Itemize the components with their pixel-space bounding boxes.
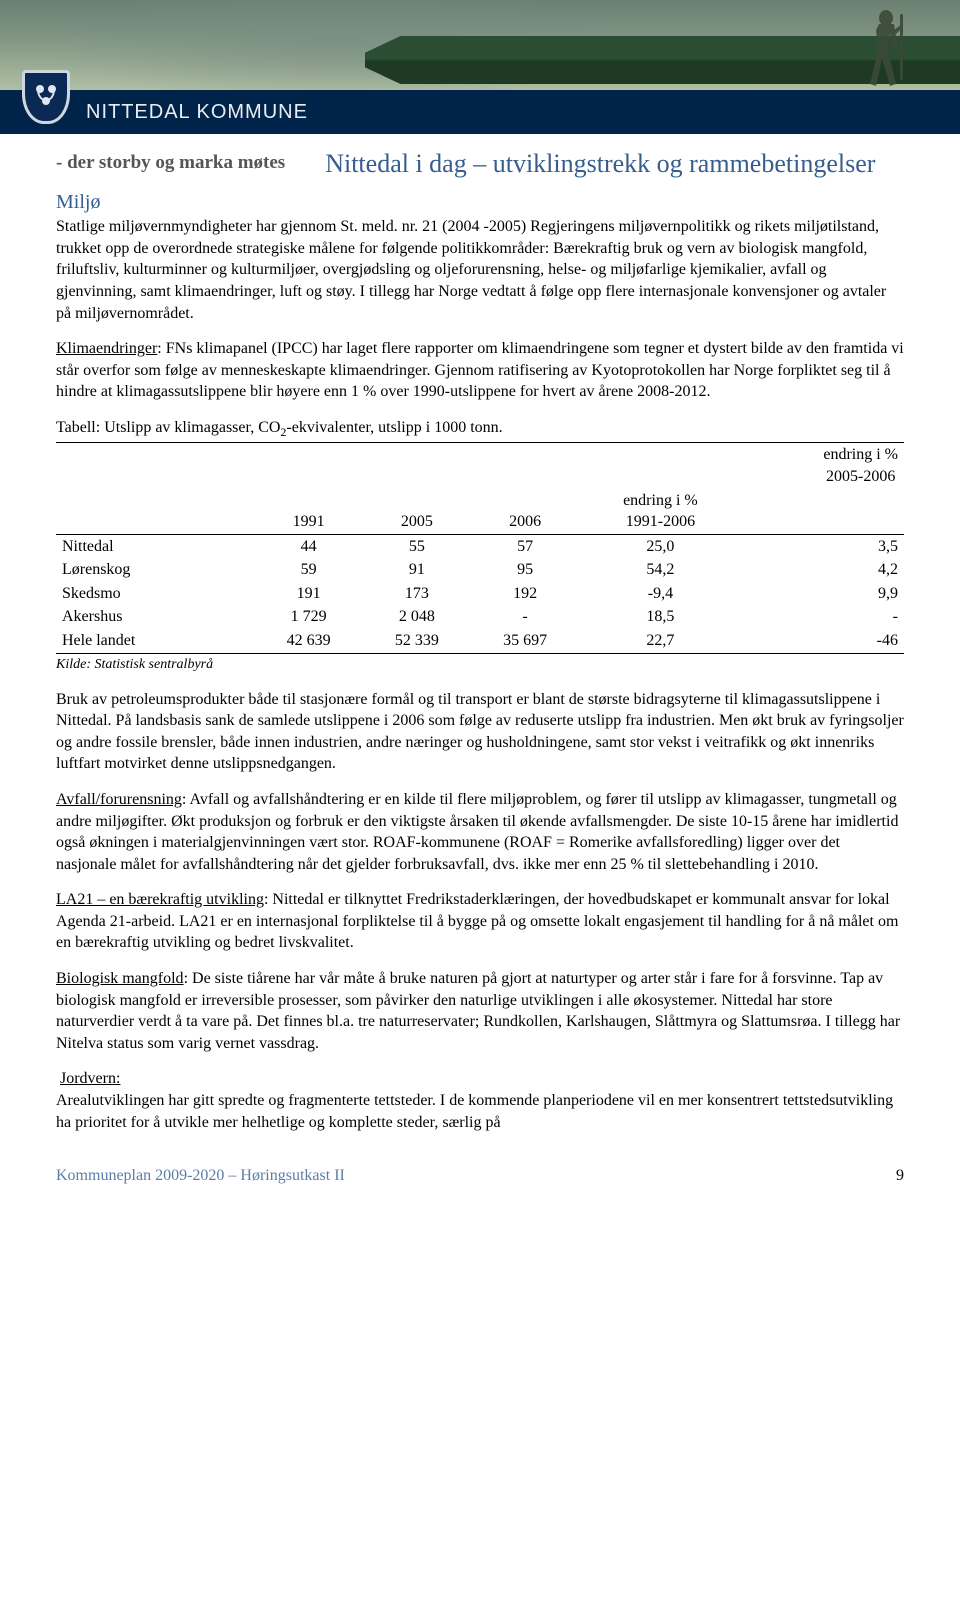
- paragraph-biologisk: Biologisk mangfold: De siste tiårene har…: [56, 968, 904, 1054]
- paragraph-klimaendringer: Klimaendringer: FNs klimapanel (IPCC) ha…: [56, 338, 904, 403]
- text-biologisk: : De siste tiårene har vår måte å bruke …: [56, 970, 900, 1052]
- lead-la21: LA21 – en bærekraftig utvikling: [56, 891, 264, 908]
- banner-hiker-figure: [852, 0, 922, 90]
- footer-doc-title: Kommuneplan 2009-2020 – Høringsutkast II: [56, 1165, 345, 1187]
- paragraph-jordvern: Arealutviklingen har gitt spredte og fra…: [56, 1090, 904, 1133]
- kommune-name: NITTEDAL KOMMUNE: [86, 99, 308, 126]
- lead-biologisk: Biologisk mangfold: [56, 970, 184, 987]
- lead-klimaendringer: Klimaendringer: [56, 340, 157, 357]
- banner-photo: [0, 0, 960, 90]
- table-row: Lørenskog 59 91 95 54,2 4,2: [56, 558, 904, 582]
- emissions-table: endring i % 2005-2006 1991 2005 2006 end…: [56, 442, 904, 653]
- lead-jordvern: Jordvern:: [60, 1070, 120, 1087]
- table-row: Akershus 1 729 2 048 - 18,5 -: [56, 605, 904, 629]
- col-header-change2: endring i % 2005-2006: [742, 443, 904, 489]
- paragraph-avfall: Avfall/forurensning: Avfall og avfallshå…: [56, 789, 904, 875]
- section-heading: Miljø: [56, 189, 904, 216]
- page-footer: Kommuneplan 2009-2020 – Høringsutkast II…: [0, 1147, 960, 1209]
- col-2005: 2005: [363, 489, 471, 535]
- page-content: - der storby og marka møtes Nittedal i d…: [0, 134, 960, 1133]
- col-1991: 1991: [254, 489, 362, 535]
- table-row: Nittedal 44 55 57 25,0 3,5: [56, 534, 904, 558]
- table-row: Hele landet 42 639 52 339 35 697 22,7 -4…: [56, 629, 904, 653]
- text-klimaendringer: : FNs klimapanel (IPCC) har laget flere …: [56, 340, 904, 400]
- footer-page-number: 9: [896, 1165, 904, 1187]
- header-strip: NITTEDAL KOMMUNE: [0, 90, 960, 134]
- col-header-change1: endring i % 1991-2006: [579, 489, 741, 535]
- document-title: Nittedal i dag – utviklingstrekk og ramm…: [325, 148, 875, 179]
- lead-jordvern-wrap: Jordvern:: [56, 1068, 904, 1090]
- kommune-shield-icon: [22, 70, 70, 124]
- col-2006: 2006: [471, 489, 579, 535]
- paragraph-intro: Statlige miljøvernmyndigheter har gjenno…: [56, 216, 904, 324]
- tagline: - der storby og marka møtes: [56, 150, 285, 176]
- paragraph-la21: LA21 – en bærekraftig utvikling: Nitteda…: [56, 889, 904, 954]
- table-caption: Tabell: Utslipp av klimagasser, CO2-ekvi…: [56, 417, 904, 440]
- paragraph-petroleum: Bruk av petroleumsprodukter både til sta…: [56, 689, 904, 775]
- table-source: Kilde: Statistisk sentralbyrå: [56, 656, 904, 675]
- table-row: Skedsmo 191 173 192 -9,4 9,9: [56, 582, 904, 606]
- lead-avfall: Avfall/forurensning: [56, 791, 182, 808]
- text-avfall: : Avfall og avfallshåndtering er en kild…: [56, 791, 898, 873]
